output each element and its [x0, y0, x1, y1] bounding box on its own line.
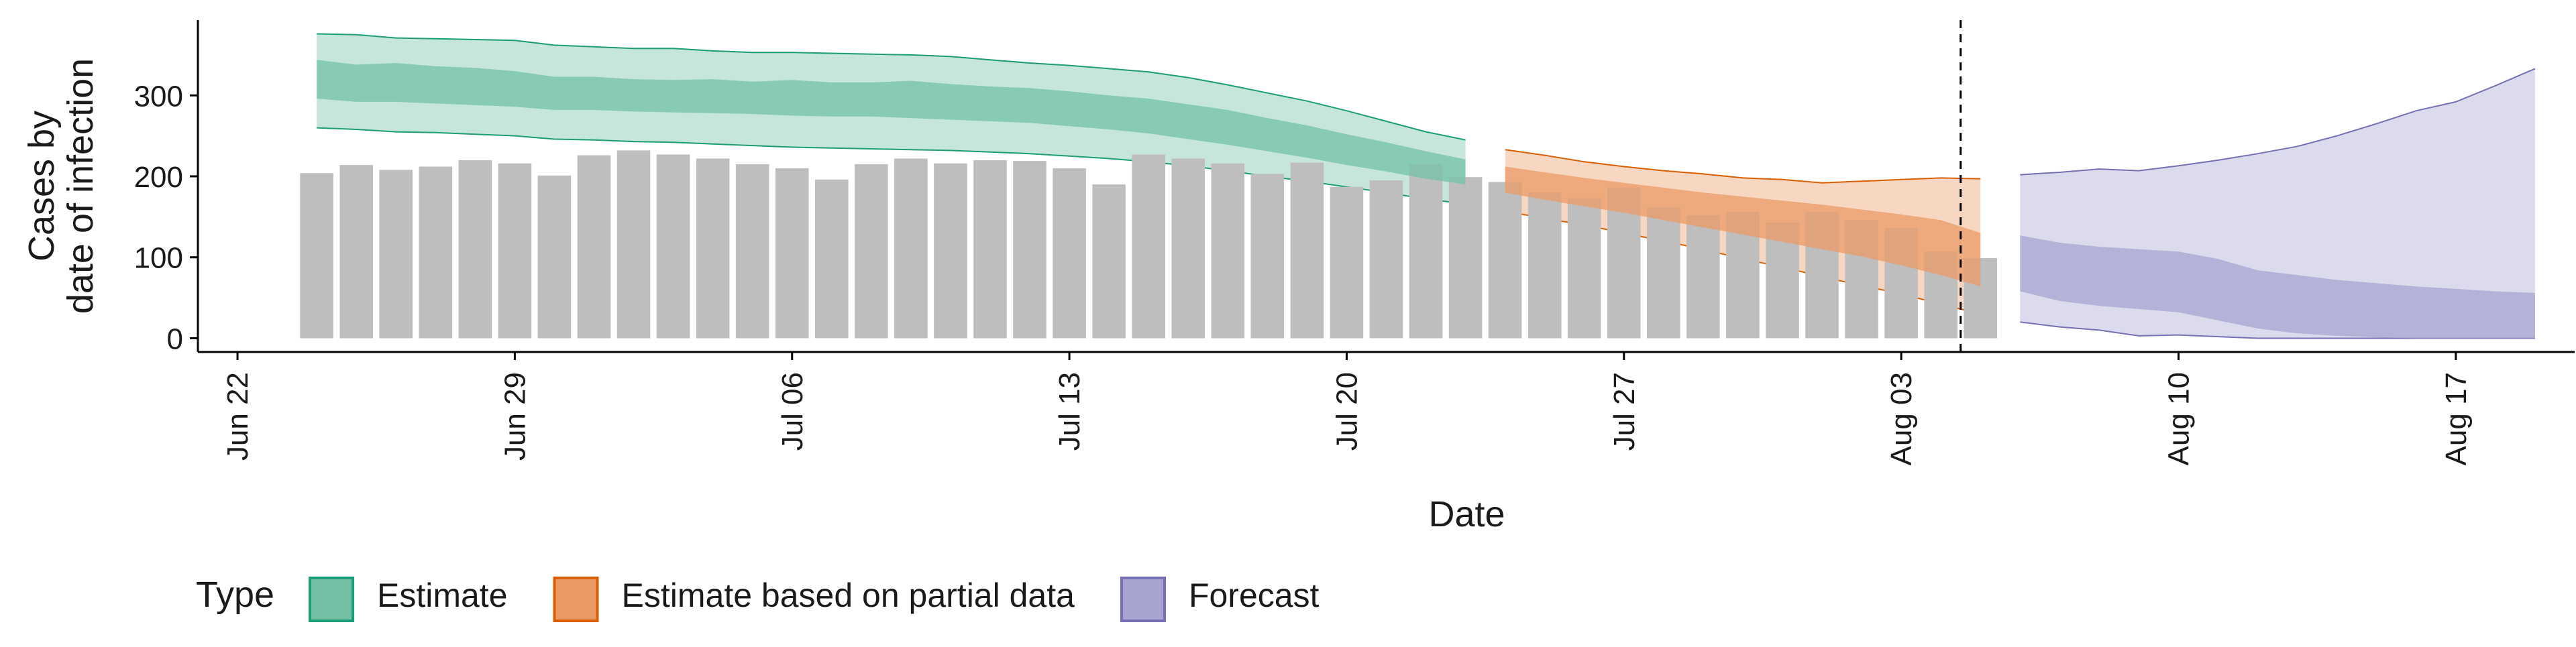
x-tick-label-6: Aug 03 — [1885, 372, 1918, 465]
legend: Type Estimate Estimate based on partial da… — [196, 575, 1320, 622]
x-axis-title: Date — [1428, 494, 1505, 534]
bar-2020-07-07 — [815, 179, 849, 339]
bar-2020-07-19 — [1290, 162, 1324, 339]
x-tick-label-5: Jul 27 — [1608, 372, 1641, 451]
bar-2020-06-24 — [300, 173, 333, 339]
bar-2020-07-24 — [1488, 182, 1522, 339]
bar-2020-06-29 — [498, 163, 532, 339]
bar-2020-07-28 — [1647, 207, 1680, 339]
ribbon-50-forecast — [2020, 235, 2535, 339]
axes-layer: 0 100 200 300 Jun 22 Jun 29 Jul 06 Jul 13 Jul 20… — [21, 20, 2575, 534]
legend-title: Type — [196, 575, 274, 615]
y-tick-label-300: 300 — [134, 80, 183, 113]
y-tick-label-0: 0 — [167, 322, 183, 355]
x-tick-label-0: Jun 22 — [221, 372, 254, 461]
y-axis-title: Cases bydate of infection — [21, 58, 101, 314]
bar-2020-07-05 — [735, 164, 769, 339]
x-tick-label-3: Jul 13 — [1053, 372, 1086, 451]
inner-ribbons-layer — [317, 60, 2535, 339]
bar-2020-06-28 — [458, 160, 492, 339]
legend-key-forecast — [1120, 577, 1166, 622]
bar-2020-06-27 — [419, 166, 453, 339]
bar-2020-07-04 — [696, 158, 730, 339]
bar-2020-06-30 — [537, 175, 572, 339]
bar-2020-07-18 — [1250, 174, 1285, 339]
bar-2020-07-15 — [1132, 154, 1165, 339]
x-tick-label-7: Aug 10 — [2163, 372, 2196, 465]
y-axis-title-line-0: Cases by — [21, 111, 62, 261]
ribbon-upper-line-forecast — [2020, 68, 2536, 176]
ribbon-upper-line-estimate-based-on-partial-data — [1505, 149, 1981, 184]
ribbon-50-estimate-based-on-partial-data — [1505, 166, 1981, 287]
legend-key-estimate — [309, 577, 354, 622]
ribbon-upper-line-estimate — [317, 33, 1466, 141]
bar-2020-07-01 — [577, 155, 611, 339]
bar-2020-07-09 — [894, 158, 928, 339]
y-tick-label-200: 200 — [134, 161, 183, 194]
legend-label-estimate-based-on-partial-data: Estimate based on partial data — [622, 577, 1075, 614]
bar-2020-07-11 — [973, 160, 1007, 339]
ribbon-50-estimate — [317, 60, 1466, 185]
y-axis-title-line-1: date of infection — [60, 58, 101, 314]
bar-2020-07-16 — [1171, 158, 1205, 339]
x-tick-label-1: Jun 29 — [498, 372, 531, 461]
legend-label-forecast: Forecast — [1189, 577, 1320, 614]
bar-2020-07-17 — [1211, 163, 1245, 339]
x-tick-label-2: Jul 06 — [776, 372, 809, 451]
bar-2020-07-22 — [1409, 164, 1443, 339]
bar-2020-07-23 — [1448, 177, 1483, 339]
bar-2020-07-26 — [1567, 198, 1601, 339]
bar-2020-07-29 — [1686, 215, 1720, 339]
y-tick-label-100: 100 — [134, 242, 183, 275]
bar-2020-07-25 — [1527, 192, 1562, 339]
legend-label-estimate: Estimate — [377, 577, 508, 614]
bar-2020-07-12 — [1013, 161, 1046, 339]
legend-key-estimate-based-on-partial-data — [553, 577, 599, 622]
bar-2020-07-20 — [1330, 186, 1364, 339]
bar-2020-07-21 — [1369, 180, 1403, 339]
bar-2020-06-26 — [379, 170, 413, 339]
bar-2020-07-13 — [1053, 168, 1086, 339]
bar-2020-07-06 — [775, 168, 809, 339]
x-tick-label-8: Aug 17 — [2440, 372, 2473, 465]
bar-2020-07-08 — [855, 164, 888, 339]
x-tick-label-4: Jul 20 — [1330, 372, 1363, 451]
bar-2020-06-25 — [339, 165, 373, 339]
bar-2020-07-14 — [1092, 184, 1126, 339]
bar-2020-07-10 — [934, 163, 967, 339]
bar-2020-07-02 — [616, 150, 651, 339]
bar-2020-07-03 — [656, 154, 690, 339]
